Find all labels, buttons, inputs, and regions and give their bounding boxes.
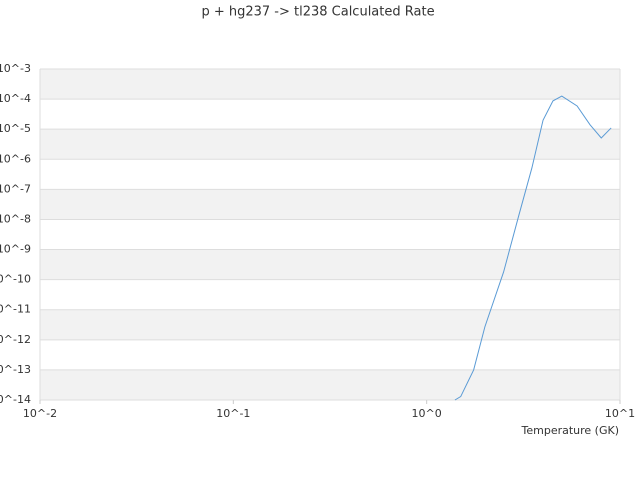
y-tick-label: 10^-3: [0, 62, 31, 75]
data-line: [454, 95, 612, 401]
grid-band: [40, 129, 620, 160]
grid-band: [40, 249, 620, 280]
y-tick-label: 10^-8: [0, 212, 31, 225]
grid-band: [40, 309, 620, 340]
x-tick-label: 10^-1: [216, 407, 250, 420]
y-tick-label: 10^-4: [0, 92, 31, 105]
chart-title: p + hg237 -> tl238 Calculated Rate: [201, 5, 434, 20]
y-tick-label: 10^-10: [0, 273, 31, 286]
y-tick-label: 10^-11: [0, 303, 31, 316]
y-tick-label: 10^-6: [0, 152, 31, 165]
x-tick-label: 10^1: [605, 407, 635, 420]
y-tick-label: 10^-14: [0, 393, 31, 406]
grid-band: [40, 69, 620, 100]
grid-band: [40, 189, 620, 220]
x-tick-label: 10^-2: [23, 407, 57, 420]
y-tick-label: 10^-9: [0, 243, 31, 256]
y-tick-label: 10^-7: [0, 182, 31, 195]
y-tick-label: 10^-12: [0, 333, 31, 346]
x-tick-label: 10^0: [412, 407, 442, 420]
y-tick-label: 10^-13: [0, 363, 31, 376]
grid-band: [40, 369, 620, 400]
y-tick-label: 10^-5: [0, 122, 31, 135]
x-axis-label: Temperature (GK): [521, 424, 620, 437]
